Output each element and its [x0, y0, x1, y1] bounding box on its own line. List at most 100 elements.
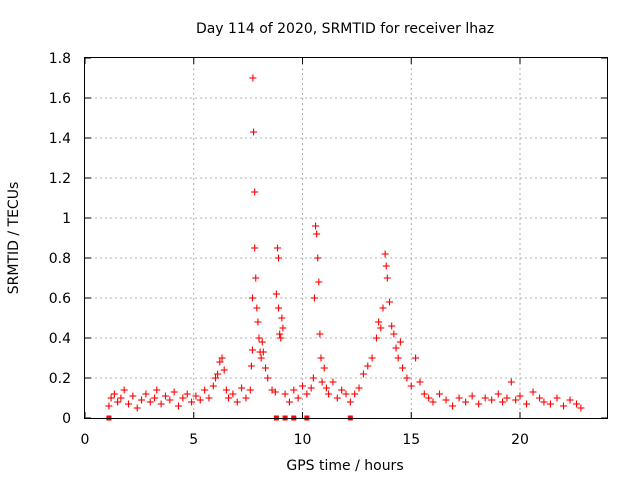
- data-point: [262, 364, 270, 372]
- data-point: [196, 396, 204, 404]
- data-point: [290, 386, 298, 394]
- data-point: [277, 334, 285, 342]
- data-point: [214, 370, 222, 378]
- data-point: [388, 322, 396, 330]
- data-point: [218, 354, 226, 362]
- data-point: [512, 396, 520, 404]
- data-point: [529, 388, 537, 396]
- data-point: [310, 294, 318, 302]
- data-point: [225, 394, 233, 402]
- tick-labels: 0 0.2 0.4 0.6 0.8 1 1.2 1.4 1.6 1.8 0 5 10 15 20: [49, 51, 529, 448]
- x-tick-label: 20: [511, 432, 529, 448]
- data-point: [247, 362, 255, 370]
- data-point: [420, 390, 428, 398]
- data-point: [475, 400, 483, 408]
- data-point: [499, 398, 507, 406]
- data-point: [381, 250, 389, 258]
- data-point: [281, 390, 289, 398]
- data-point: [120, 386, 128, 394]
- data-point: [125, 400, 132, 408]
- data-point: [407, 382, 415, 390]
- data-point: [494, 390, 502, 398]
- data-point: [468, 392, 476, 400]
- data-point: [313, 230, 321, 238]
- data-point: [455, 394, 463, 402]
- data-point: [238, 384, 246, 392]
- grid: [85, 58, 607, 418]
- x-axis-label: GPS time / hours: [286, 458, 403, 474]
- y-tick-label: 1.8: [49, 51, 71, 67]
- data-point: [382, 262, 390, 270]
- data-point: [264, 374, 272, 382]
- x-tick-label: 0: [81, 432, 90, 448]
- data-point: [516, 392, 524, 400]
- data-point: [259, 348, 267, 356]
- data-point: [105, 402, 113, 410]
- data-point: [107, 394, 115, 402]
- data-point: [309, 374, 317, 382]
- data-point: [205, 394, 213, 402]
- data-point: [379, 304, 387, 312]
- data-point: [192, 392, 200, 400]
- data-point: [272, 290, 280, 298]
- data-point: [216, 358, 224, 366]
- data-point: [294, 394, 302, 402]
- data-point: [560, 402, 567, 410]
- data-point: [285, 398, 293, 406]
- data-point: [229, 390, 237, 398]
- data-point: [317, 354, 325, 362]
- data-point: [138, 396, 146, 404]
- data-point: [276, 330, 284, 338]
- data-point: [258, 338, 266, 346]
- x-tick-label: 5: [189, 432, 198, 448]
- data-point: [179, 394, 187, 402]
- data-point: [153, 386, 161, 394]
- data-point: [114, 398, 122, 406]
- data-point: [257, 354, 265, 362]
- data-point: [399, 364, 407, 372]
- data-point: [312, 222, 320, 230]
- y-tick-label: 0.2: [49, 371, 71, 387]
- data-point: [449, 402, 457, 410]
- data-point: [536, 394, 544, 402]
- data-point: [271, 388, 279, 396]
- data-point: [346, 398, 354, 406]
- y-tick-label: 0: [62, 411, 71, 427]
- data-point: [275, 254, 283, 262]
- data-point: [523, 400, 531, 408]
- data-point: [359, 370, 367, 378]
- data-point: [251, 244, 259, 252]
- y-tick-label: 1.4: [49, 131, 71, 147]
- data-point: [307, 384, 315, 392]
- data-point: [386, 298, 393, 306]
- data-point: [129, 392, 137, 400]
- data-point: [110, 390, 118, 398]
- data-point: [566, 396, 574, 404]
- data-point: [315, 278, 323, 286]
- data-point: [329, 378, 337, 386]
- data-point: [392, 344, 400, 352]
- data-point: [342, 390, 350, 398]
- data-point: [553, 394, 561, 402]
- data-point: [540, 398, 548, 406]
- data-point: [222, 386, 230, 394]
- data-point: [255, 334, 263, 342]
- data-point: [242, 394, 250, 402]
- data-point: [252, 274, 260, 282]
- y-tick-label: 0.8: [49, 251, 71, 267]
- data-point: [573, 400, 581, 408]
- data-point: [442, 396, 450, 404]
- data-point: [396, 338, 404, 346]
- data-point: [436, 390, 444, 398]
- data-point: [220, 366, 228, 374]
- y-tick-label: 0.4: [49, 331, 71, 347]
- data-point: [325, 390, 333, 398]
- data-point: [212, 374, 219, 382]
- data-point: [170, 388, 178, 396]
- data-point: [233, 398, 241, 406]
- data-point: [249, 74, 257, 82]
- data-point: [157, 400, 165, 408]
- data-point: [507, 378, 515, 386]
- data-point: [429, 398, 437, 406]
